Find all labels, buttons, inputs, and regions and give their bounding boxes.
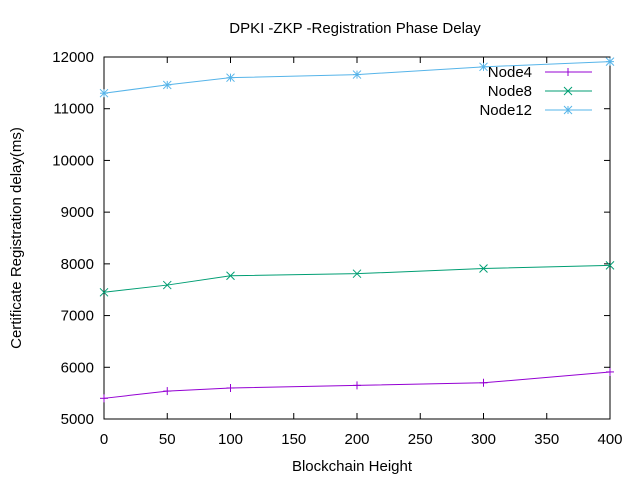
x-tick-label: 50	[159, 431, 176, 448]
x-tick-label: 100	[218, 431, 243, 448]
data-point-node4	[606, 367, 614, 376]
data-point-node12	[605, 57, 615, 67]
y-tick-label: 12000	[52, 49, 94, 66]
data-point-node12	[162, 80, 172, 90]
x-tick-label: 350	[534, 431, 559, 448]
y-axis: 5000 6000 7000 8000 9000 10000 11000 12000	[52, 49, 610, 428]
x-tick-label: 0	[100, 431, 108, 448]
data-point-node12	[226, 73, 235, 83]
legend-marker-node12	[563, 105, 573, 115]
y-tick-label: 10000	[52, 152, 94, 169]
legend-label-node4: Node4	[488, 64, 532, 81]
data-point-node4	[100, 394, 108, 403]
y-tick-label: 11000	[53, 101, 94, 118]
legend-label-node8: Node8	[488, 83, 532, 100]
y-tick-label: 5000	[61, 411, 94, 428]
y-tick-label: 9000	[61, 204, 94, 221]
series-line-node8	[103, 264, 611, 293]
legend-marker-node4	[564, 68, 572, 76]
x-tick-label: 200	[344, 431, 369, 448]
x-tick-label: 150	[281, 431, 306, 448]
data-point-node8	[162, 280, 172, 290]
data-point-node4	[353, 381, 361, 390]
series-node8	[99, 261, 615, 297]
x-tick-label: 300	[471, 431, 496, 448]
data-point-node4	[479, 378, 488, 387]
x-tick-label: 250	[408, 431, 433, 448]
plot-frame	[103, 56, 611, 420]
data-point-node4	[226, 383, 235, 392]
plot-border	[103, 56, 611, 420]
legend-item-node8: Node8	[488, 83, 592, 100]
legend: Node4 Node8 Node12	[479, 64, 592, 119]
chart-title: DPKI -ZKP -Registration Phase Delay	[229, 20, 481, 37]
data-point-node12	[352, 70, 362, 79]
x-tick-label: 400	[597, 431, 622, 448]
series-layer	[99, 57, 615, 403]
data-point-node8	[479, 264, 488, 273]
series-node12	[99, 57, 615, 98]
legend-item-node4: Node4	[488, 64, 592, 81]
y-tick-label: 6000	[61, 359, 94, 376]
data-point-node12	[99, 88, 109, 98]
data-point-node12	[479, 62, 488, 72]
x-axis-label: Blockchain Height	[292, 458, 413, 475]
x-axis: 0 50 100 150 200 250 300 350 400	[100, 57, 623, 448]
series-line-node4	[103, 371, 611, 399]
y-tick-label: 8000	[61, 256, 94, 273]
data-point-node8	[99, 287, 109, 297]
legend-label-node12: Node12	[479, 102, 532, 119]
data-point-node4	[163, 387, 172, 396]
y-axis-label: Certificate Registration delay(ms)	[8, 127, 25, 349]
series-node4	[100, 367, 614, 403]
y-tick-label: 7000	[61, 308, 94, 325]
legend-marker-node8	[563, 86, 573, 96]
data-point-node8	[605, 261, 615, 270]
data-point-node8	[226, 271, 235, 281]
series-line-node12	[103, 61, 611, 94]
data-point-node8	[352, 269, 362, 279]
legend-item-node12: Node12	[479, 102, 592, 119]
